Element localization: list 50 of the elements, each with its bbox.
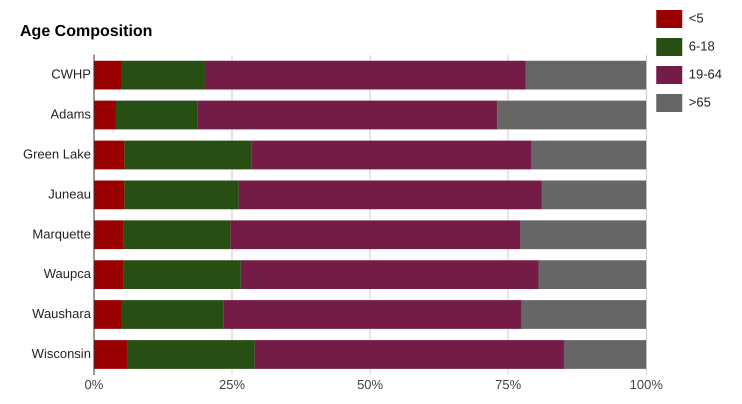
bar — [122, 300, 224, 329]
bar — [538, 260, 646, 290]
bar — [521, 300, 646, 329]
x-tick-label: 75% — [495, 376, 522, 392]
x-tick-label: 25% — [218, 376, 246, 392]
x-tick-label: 50% — [357, 376, 384, 392]
x-tick-label: 0% — [84, 376, 104, 392]
bar — [204, 60, 526, 90]
bar — [94, 220, 124, 250]
bar — [531, 140, 646, 170]
bar — [238, 180, 542, 210]
bar — [94, 340, 128, 369]
legend-label: 6-18 — [688, 38, 715, 54]
legend-label: <5 — [688, 10, 704, 26]
bar — [542, 180, 646, 210]
chart-title: Age Composition — [20, 23, 152, 40]
bar — [224, 300, 522, 329]
y-tick-label: Green Lake — [22, 146, 91, 162]
bar — [251, 140, 532, 170]
bar — [94, 100, 116, 130]
y-tick-label: Juneau — [48, 186, 91, 202]
y-tick-label: Waushara — [32, 306, 92, 322]
bar — [94, 300, 122, 329]
bar — [526, 60, 646, 90]
bar — [564, 340, 646, 369]
legend-label: 19-64 — [688, 66, 722, 82]
bar — [94, 260, 124, 290]
bar — [94, 60, 122, 90]
y-tick-label: CWHP — [51, 66, 91, 82]
bar — [94, 140, 124, 170]
bar — [122, 60, 205, 90]
legend-label: >65 — [688, 94, 711, 110]
y-tick-label: Adams — [50, 106, 92, 122]
bar — [116, 100, 198, 130]
y-tick-label: Wisconsin — [32, 346, 91, 362]
bar — [94, 180, 124, 210]
bar — [497, 100, 646, 130]
bar — [124, 140, 252, 170]
bar — [124, 180, 239, 210]
bar — [197, 100, 498, 130]
x-tick-label: 100% — [630, 376, 664, 392]
bar — [124, 220, 230, 250]
y-tick-label: Waupca — [44, 266, 92, 282]
bar — [240, 260, 539, 290]
bar — [254, 340, 564, 369]
bar — [520, 220, 646, 250]
bar — [230, 220, 520, 250]
bar — [128, 340, 255, 369]
y-tick-label: Marquette — [32, 226, 91, 242]
bar — [124, 260, 241, 290]
